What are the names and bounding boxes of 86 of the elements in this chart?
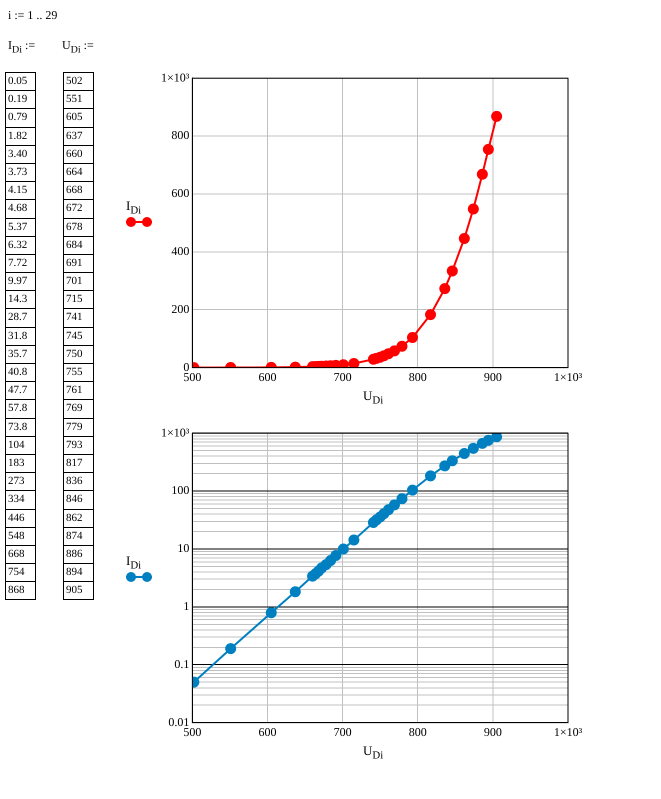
text: 28.7 bbox=[8, 311, 28, 324]
x-tick-label: 1×10³ bbox=[554, 724, 583, 739]
text: 637 bbox=[64, 126, 93, 145]
text: 874 bbox=[64, 526, 93, 545]
text: 57.8 bbox=[8, 402, 28, 414]
text: 750 bbox=[64, 344, 93, 363]
text: 4.68 bbox=[8, 202, 28, 214]
text: 35.7 bbox=[8, 348, 28, 360]
text: 715 bbox=[64, 290, 93, 308]
text: 868 bbox=[8, 584, 24, 596]
x-tick-label: 1×10³ bbox=[554, 370, 583, 384]
text: I$_{Di}$ bbox=[126, 553, 142, 572]
text: 701 bbox=[64, 272, 93, 290]
text: 745 bbox=[64, 326, 93, 345]
text: 836 bbox=[64, 472, 93, 490]
x-tick-label: 800 bbox=[408, 370, 427, 384]
text: 761 bbox=[64, 381, 93, 400]
x-tick-label: 700 bbox=[334, 724, 352, 739]
text: 754 bbox=[8, 566, 24, 578]
text: 548 bbox=[8, 530, 24, 542]
text: 817 bbox=[64, 454, 93, 472]
text: 668 bbox=[8, 548, 24, 560]
text: 894 bbox=[64, 563, 93, 582]
text: 678 bbox=[64, 218, 93, 236]
x-tick-label: 800 bbox=[408, 724, 427, 739]
text: 793 bbox=[64, 436, 93, 454]
y-tick-label: 200 bbox=[171, 302, 190, 316]
text: U$_{Di}$ := bbox=[62, 38, 94, 56]
y-tick-label: 0.1 bbox=[174, 656, 190, 671]
text: 846 bbox=[64, 490, 93, 508]
text: I$_{Di}$ bbox=[126, 198, 142, 217]
y-tick-label: 1×10³ bbox=[160, 425, 190, 440]
x-axis-title: U$_{Di}$ bbox=[363, 743, 384, 762]
y-tick-label: 10 bbox=[177, 541, 190, 556]
x-axis-title: U$_{Di}$ bbox=[363, 388, 384, 407]
text: 14.3 bbox=[8, 293, 28, 306]
x-tick-label: 900 bbox=[484, 724, 502, 739]
y-tick-label: 0 bbox=[183, 360, 190, 374]
text: 779 bbox=[64, 418, 93, 436]
text: 691 bbox=[64, 254, 93, 272]
text: 3.73 bbox=[8, 166, 28, 178]
text: 769 bbox=[64, 399, 93, 418]
text: 668 bbox=[64, 181, 93, 200]
text: 31.8 bbox=[8, 330, 28, 342]
x-tick-label: 600 bbox=[258, 724, 276, 739]
text: 6.32 bbox=[8, 238, 28, 251]
text: 7.72 bbox=[8, 256, 28, 269]
y-tick-label: 100 bbox=[171, 483, 190, 498]
text: 905 bbox=[64, 581, 93, 600]
text: 862 bbox=[64, 508, 93, 527]
text: I$_{Di}$ := bbox=[8, 38, 36, 56]
text: 664 bbox=[64, 162, 93, 182]
x-tick-label: 600 bbox=[258, 370, 276, 384]
text: 605 bbox=[64, 108, 93, 127]
text: 0.79 bbox=[8, 111, 28, 124]
y-tick-label: 400 bbox=[171, 244, 190, 258]
text: 334 bbox=[8, 493, 24, 506]
text: 73.8 bbox=[8, 420, 28, 433]
y-tick-label: 1×10³ bbox=[160, 70, 190, 84]
text: 755 bbox=[64, 363, 93, 382]
text: 0.19 bbox=[8, 93, 28, 106]
text: 40.8 bbox=[8, 366, 28, 378]
text: 1.82 bbox=[8, 130, 28, 142]
text: 741 bbox=[64, 308, 93, 327]
text: 183 bbox=[8, 456, 24, 469]
y-tick-label: 800 bbox=[171, 128, 190, 142]
y-tick-label: 600 bbox=[171, 186, 190, 200]
text: 672 bbox=[64, 199, 93, 218]
text: 47.7 bbox=[8, 384, 28, 396]
text: 4.15 bbox=[8, 184, 28, 196]
text: 660 bbox=[64, 144, 93, 163]
text: 9.97 bbox=[8, 275, 28, 288]
text: 886 bbox=[64, 544, 93, 564]
text: 0.05 bbox=[8, 75, 28, 87]
text: 551 bbox=[64, 90, 93, 108]
text: i := 1 .. 29 bbox=[8, 8, 58, 23]
y-tick-label: 1 bbox=[183, 598, 190, 613]
text: 104 bbox=[8, 438, 24, 451]
text: 684 bbox=[64, 236, 93, 254]
text: 3.40 bbox=[8, 148, 28, 160]
text: 5.37 bbox=[8, 220, 28, 232]
text: 502 bbox=[65, 74, 84, 89]
x-tick-label: 700 bbox=[334, 370, 352, 384]
x-tick-label: 900 bbox=[484, 370, 502, 384]
text: 273 bbox=[8, 475, 24, 488]
text: 446 bbox=[8, 512, 24, 524]
